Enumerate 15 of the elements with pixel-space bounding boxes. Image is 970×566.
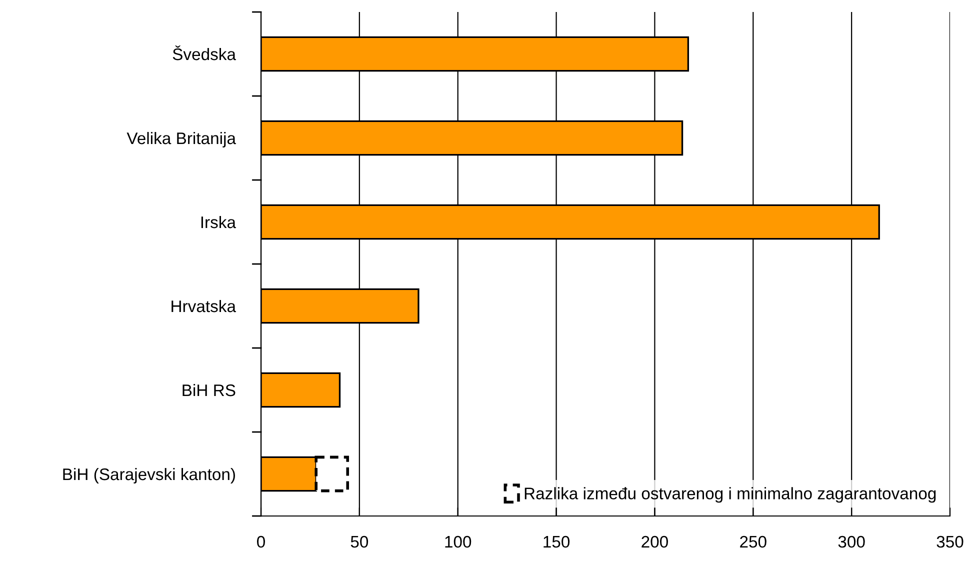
y-tick-label: Velika Britanija <box>126 132 236 148</box>
x-tick-label: 250 <box>740 536 766 548</box>
y-tick-label: BiH (Sarajevski kanton) <box>63 468 235 484</box>
y-tick-label: Švedska <box>172 45 236 60</box>
x-tick-label: 300 <box>838 536 865 548</box>
y-tick-label: BiH RS <box>182 384 236 396</box>
x-tick-label: 100 <box>445 536 472 548</box>
x-tick-label: 150 <box>544 536 570 548</box>
legend-label: Razlika između ostvarenog i minimalno zagarantovanog <box>524 487 936 503</box>
x-tick-label: 0 <box>257 536 265 548</box>
y-tick-label: Hrvatska <box>172 300 236 312</box>
x-tick-label: 50 <box>350 536 368 548</box>
y-tick-label: Irska <box>201 216 236 228</box>
x-tick-label: 350 <box>936 536 964 548</box>
x-tick-label: 200 <box>642 536 668 548</box>
